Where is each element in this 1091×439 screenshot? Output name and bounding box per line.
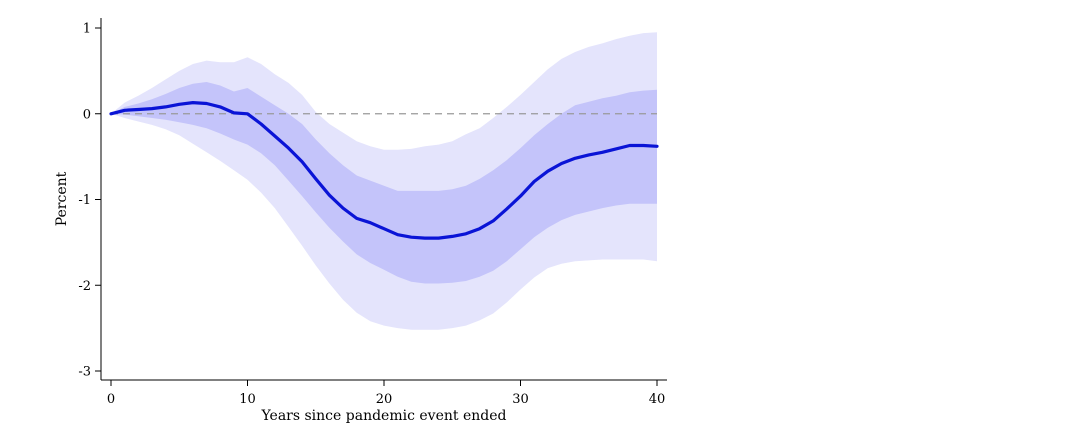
x-axis-title: Years since pandemic event ended [261, 408, 507, 424]
x-tick-label: 20 [376, 392, 393, 407]
y-tick-label: -1 [78, 193, 91, 208]
x-tick-label: 0 [107, 392, 115, 407]
y-tick-label: -3 [78, 365, 91, 380]
y-tick-label: 0 [83, 107, 91, 122]
x-tick-label: 40 [649, 392, 666, 407]
estimate-line [109, 101, 659, 240]
x-tick-label: 10 [239, 392, 256, 407]
plot-area [109, 32, 659, 330]
y-axis-title: Percent [54, 171, 70, 226]
x-tick-label: 30 [512, 392, 529, 407]
y-tick-label: 1 [83, 22, 91, 37]
y-tick-label: -2 [78, 279, 91, 294]
inner-confidence-band [111, 82, 657, 284]
